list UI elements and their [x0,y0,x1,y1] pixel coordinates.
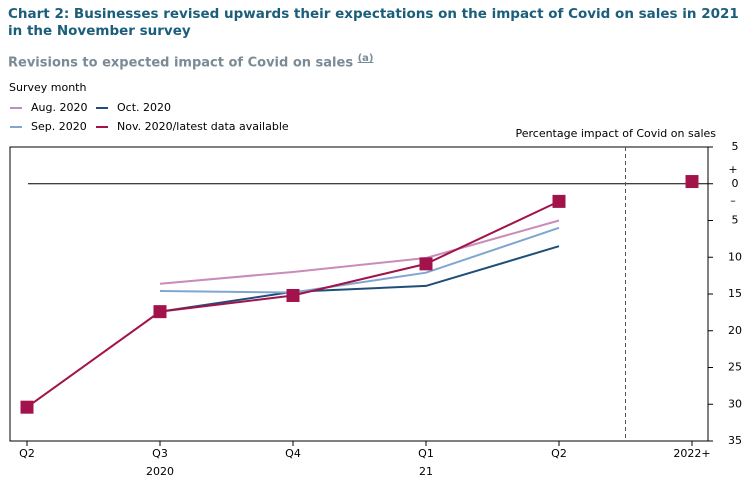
sign-plus: + [728,163,737,176]
footnote-marker: (a) [357,53,374,64]
y-tick-label: 25 [728,361,742,374]
series-line [159,226,560,294]
legend-label: Sep. 2020 [31,120,87,133]
sign-minus: – [730,194,736,207]
x-tick-label: Q4 [285,447,301,460]
y-tick-label: 20 [728,324,742,337]
x-tick-label: Q1 [418,447,434,460]
y-tick-label: 35 [728,434,742,447]
legend-label: Oct. 2020 [117,101,171,114]
data-point [552,194,566,208]
data-point [419,257,433,271]
series-line [27,182,692,408]
x-tick-label: 2022+ [673,447,710,460]
x-tick-label: Q2 [19,447,35,460]
data-point [153,305,167,319]
y-tick-label: 5 [732,214,739,227]
data-point [685,175,699,189]
x-tick-label: Q3 [152,447,168,460]
y-tick-label: 15 [728,287,742,300]
legend-label: Aug. 2020 [31,101,87,114]
plot-frame [9,146,709,442]
x-year-label: 21 [419,465,433,478]
y-axis-label: Percentage impact of Covid on sales [515,127,716,140]
y-tick-label: 0 [732,177,739,190]
legend-title: Survey month [9,81,86,94]
y-tick-label: 5 [732,140,739,153]
series-line [159,219,560,285]
data-point [286,288,300,302]
x-tick-label: Q2 [551,447,567,460]
subtitle-text: Revisions to expected impact of Covid on… [8,55,354,71]
chart-subtitle: Revisions to expected impact of Covid on… [8,53,374,70]
y-tick-label: 30 [728,397,742,410]
x-year-label: 2020 [146,465,174,478]
data-point [20,400,34,414]
legend-label: Nov. 2020/latest data available [117,120,289,133]
chart-title: Chart 2: Businesses revised upwards thei… [8,6,739,39]
series-line [159,245,560,313]
y-tick-label: 10 [728,250,742,263]
